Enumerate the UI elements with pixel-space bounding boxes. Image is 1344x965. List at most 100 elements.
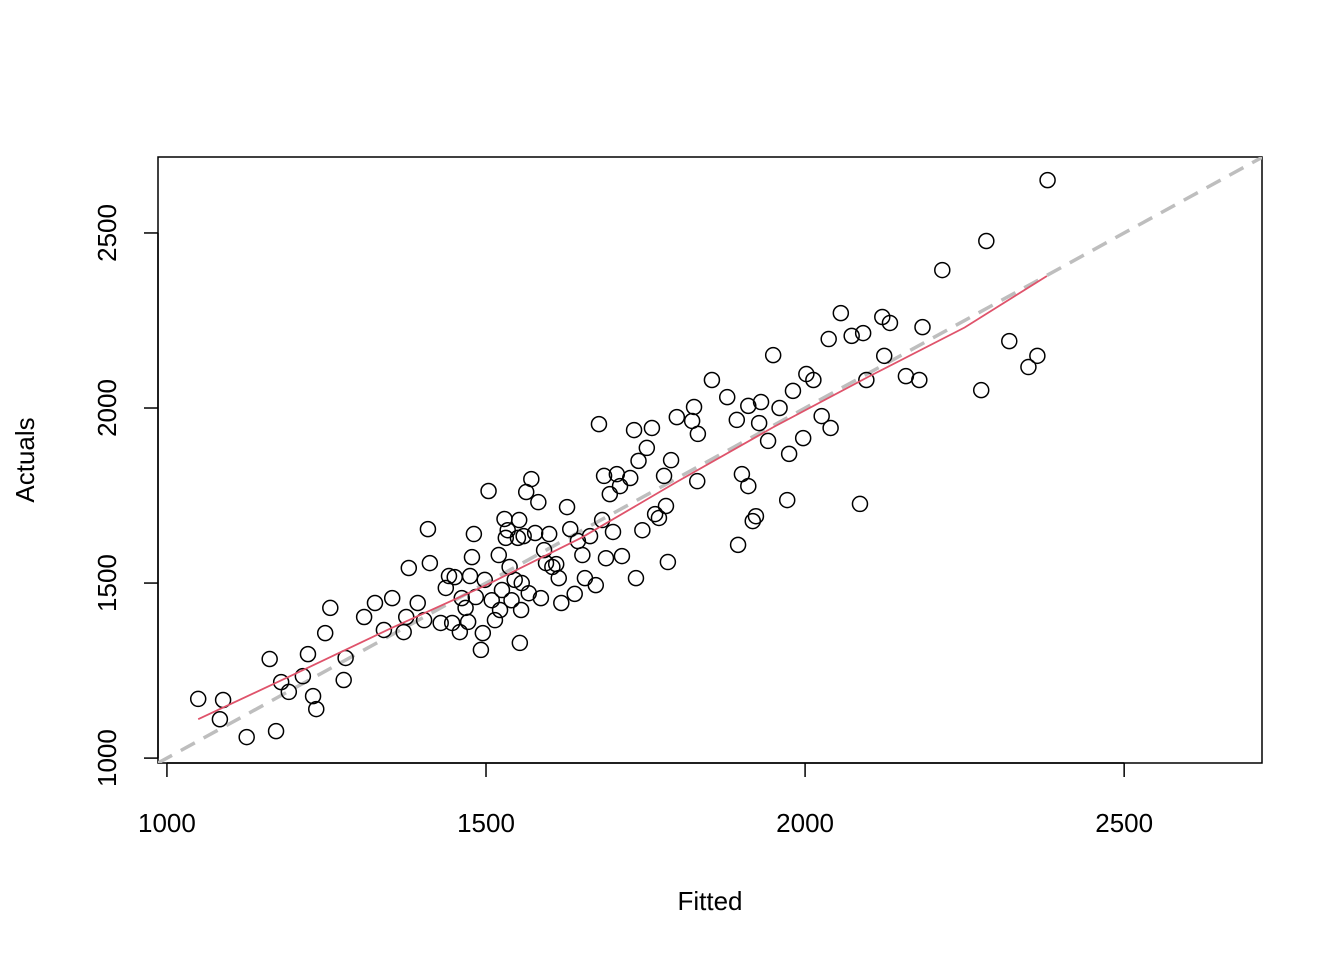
point [267,722,285,740]
point [832,304,850,322]
point [520,584,538,602]
point [566,585,583,603]
point [515,527,532,545]
point [794,429,812,447]
y-axis-label: Actuals [10,417,40,502]
point [523,470,540,488]
point [540,525,558,543]
point [238,728,255,746]
point [483,591,501,609]
point [688,472,706,490]
point [294,667,312,685]
point [703,371,721,389]
point [1001,332,1018,350]
point [744,512,762,530]
point [733,465,751,483]
reference-line [158,157,1262,763]
point [511,634,529,652]
point [335,671,352,689]
point [613,547,631,565]
point [843,327,860,345]
point [322,599,339,617]
point [463,548,481,566]
point [597,549,615,567]
point [822,419,839,437]
point [493,581,511,599]
point [590,415,608,433]
point [978,232,995,250]
point [771,399,788,417]
point [625,421,643,439]
x-tick-label: 2500 [1095,808,1153,838]
point [421,554,439,572]
point [747,507,765,525]
point [506,571,523,589]
point [655,467,673,485]
point [491,601,509,619]
point [759,432,777,450]
point [740,397,757,415]
point [662,451,680,469]
point [532,589,550,607]
point [593,511,611,529]
point [972,381,990,399]
point [881,314,899,332]
point [1039,171,1056,189]
point [558,498,576,516]
point [611,477,629,495]
point [550,569,568,587]
point [535,541,553,559]
point [858,371,875,389]
x-tick-label: 1000 [138,808,196,838]
point [453,589,471,607]
point [689,425,707,443]
point [400,559,418,577]
y-tick-label: 1500 [92,554,122,612]
point [851,495,869,513]
point [443,614,461,632]
point [561,520,579,538]
point [805,371,822,389]
point [526,524,544,542]
point [914,318,931,336]
point [659,553,677,571]
point [304,687,322,705]
point [627,569,645,587]
point [813,407,830,425]
point [490,546,508,564]
point [740,477,757,495]
point [280,683,298,701]
point [630,452,647,470]
point [472,641,490,659]
point [211,710,229,728]
point [547,555,565,573]
point [643,419,661,437]
point [308,700,325,718]
point [1029,347,1046,365]
point [486,611,504,629]
point [476,571,493,589]
point [750,414,768,432]
point [657,497,675,515]
point [553,594,570,612]
point [634,521,651,539]
point [604,523,622,541]
point [764,346,782,364]
point [465,525,483,543]
point [574,546,591,564]
point [587,576,605,594]
point [621,469,639,487]
point [728,411,746,429]
y-tick-label: 1000 [92,729,122,787]
point [729,536,747,554]
point [432,614,449,632]
y-tick-label: 2500 [92,204,122,262]
point [685,398,703,416]
point [934,261,951,279]
point [668,408,686,426]
point [299,645,317,663]
point [366,594,384,612]
y-tick-label: 2000 [92,379,122,437]
point [480,482,497,500]
point [440,567,458,585]
